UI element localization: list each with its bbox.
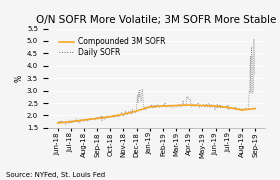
Text: Source: NYFed, St. Louis Fed: Source: NYFed, St. Louis Fed (6, 172, 105, 178)
Y-axis label: %: % (15, 75, 24, 82)
Legend: Compounded 3M SOFR, Daily SOFR: Compounded 3M SOFR, Daily SOFR (56, 34, 169, 60)
Title: O/N SOFR More Volatile; 3M SOFR More Stable: O/N SOFR More Volatile; 3M SOFR More Sta… (36, 15, 277, 25)
